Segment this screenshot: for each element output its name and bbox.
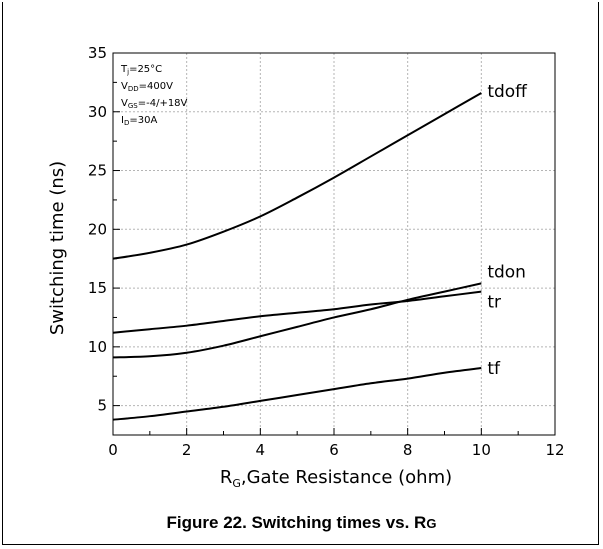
- x-tick-label: 0: [108, 441, 118, 459]
- series-label-tdon: tdon: [487, 262, 526, 282]
- condition-vgs: VGS=-4/+18V: [121, 98, 188, 110]
- axis-ticks: 0 2 4 6 8 10 12 5 10 15 20 25 30 35: [88, 44, 565, 459]
- y-tick-label: 15: [88, 279, 107, 297]
- x-tick-label: 2: [182, 441, 192, 459]
- series-label-tf: tf: [487, 359, 501, 379]
- y-tick-label: 10: [88, 338, 107, 356]
- condition-id: ID=30A: [121, 115, 157, 127]
- series-labels: tdoff tdon tr tf: [487, 82, 528, 379]
- y-tick-label: 35: [88, 44, 107, 62]
- x-axis-label-rest: ,Gate Resistance (ohm): [241, 467, 452, 488]
- y-tick-label: 5: [97, 397, 107, 415]
- y-tick-label: 30: [88, 103, 107, 121]
- y-tick-label: 20: [88, 220, 107, 238]
- condition-tj: Tj=25°C: [120, 64, 162, 76]
- caption-subscript: G: [426, 516, 437, 531]
- series-label-tr: tr: [487, 293, 501, 313]
- grid: [113, 53, 555, 435]
- x-axis-label-sub: G: [232, 477, 241, 490]
- y-tick-label: 25: [88, 162, 107, 180]
- x-tick-label: 8: [403, 441, 413, 459]
- condition-vdd: VDD=400V: [121, 81, 173, 93]
- series-line-tr: [112, 290, 482, 334]
- x-tick-label: 10: [472, 441, 491, 459]
- test-conditions: Tj=25°C VDD=400V VGS=-4/+18V ID=30A: [120, 64, 188, 127]
- x-axis-label: RG,Gate Resistance (ohm): [220, 467, 452, 490]
- series-line-tdon: [112, 282, 482, 359]
- series-lines: [112, 92, 482, 421]
- caption-text: Figure 22. Switching times vs. R: [166, 513, 427, 532]
- figure-caption: Figure 22. Switching times vs. RG: [0, 513, 603, 533]
- x-tick-label: 6: [329, 441, 339, 459]
- x-axis-label-main: R: [220, 467, 233, 488]
- x-tick-label: 12: [545, 441, 564, 459]
- series-line-tdoff: [112, 92, 482, 260]
- figure-frame: [2, 2, 599, 545]
- series-label-tdoff: tdoff: [487, 82, 528, 102]
- series-line-tf: [112, 367, 482, 421]
- y-axis-label: Switching time (ns): [47, 161, 68, 335]
- x-tick-label: 4: [256, 441, 266, 459]
